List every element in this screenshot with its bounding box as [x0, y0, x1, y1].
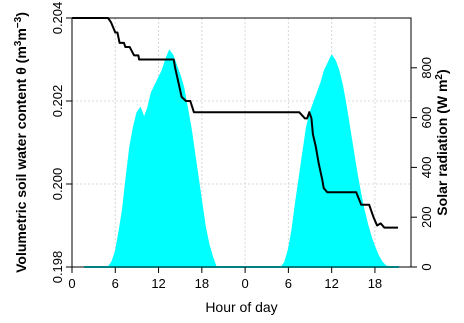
right-y-axis-title: Solar radiation (W m2): [434, 69, 451, 215]
left-y-tick-label: 0.200: [50, 168, 65, 201]
x-tick-label: 18: [368, 276, 382, 291]
solar-radiation-area-1: [107, 49, 217, 268]
series-layer: [72, 17, 399, 268]
right-y-tick-label: 400: [419, 157, 434, 179]
plot-frame: [71, 17, 412, 268]
axes-layer: [66, 17, 417, 273]
right-y-tick-label: 0: [419, 263, 434, 270]
x-tick-label: 18: [195, 276, 209, 291]
left-y-tick-label: 0.202: [50, 85, 65, 118]
x-tick-label: 0: [241, 276, 248, 291]
x-tick-label: 6: [112, 276, 119, 291]
x-axis-title: Hour of day: [205, 299, 277, 315]
x-tick-label: 12: [151, 276, 165, 291]
solar-radiation-area-2: [280, 54, 390, 268]
right-y-tick-label: 800: [419, 57, 434, 79]
x-tick-label: 6: [285, 276, 292, 291]
x-tick-label: 0: [68, 276, 75, 291]
left-y-tick-label: 0.198: [50, 251, 65, 284]
left-y-axis-title: Volumetric soil water content θ (m3m−3): [13, 12, 30, 273]
right-y-tick-label: 200: [419, 206, 434, 228]
soil-water-content-line: [72, 17, 399, 229]
right-y-tick-label: 600: [419, 107, 434, 129]
x-tick-label: 12: [324, 276, 338, 291]
labels-layer: 0 6 12 18 0 6 12 18 0.198 0.200 0.202 0.204 0 200 400 6…: [13, 2, 451, 315]
left-y-tick-label: 0.204: [50, 2, 65, 35]
